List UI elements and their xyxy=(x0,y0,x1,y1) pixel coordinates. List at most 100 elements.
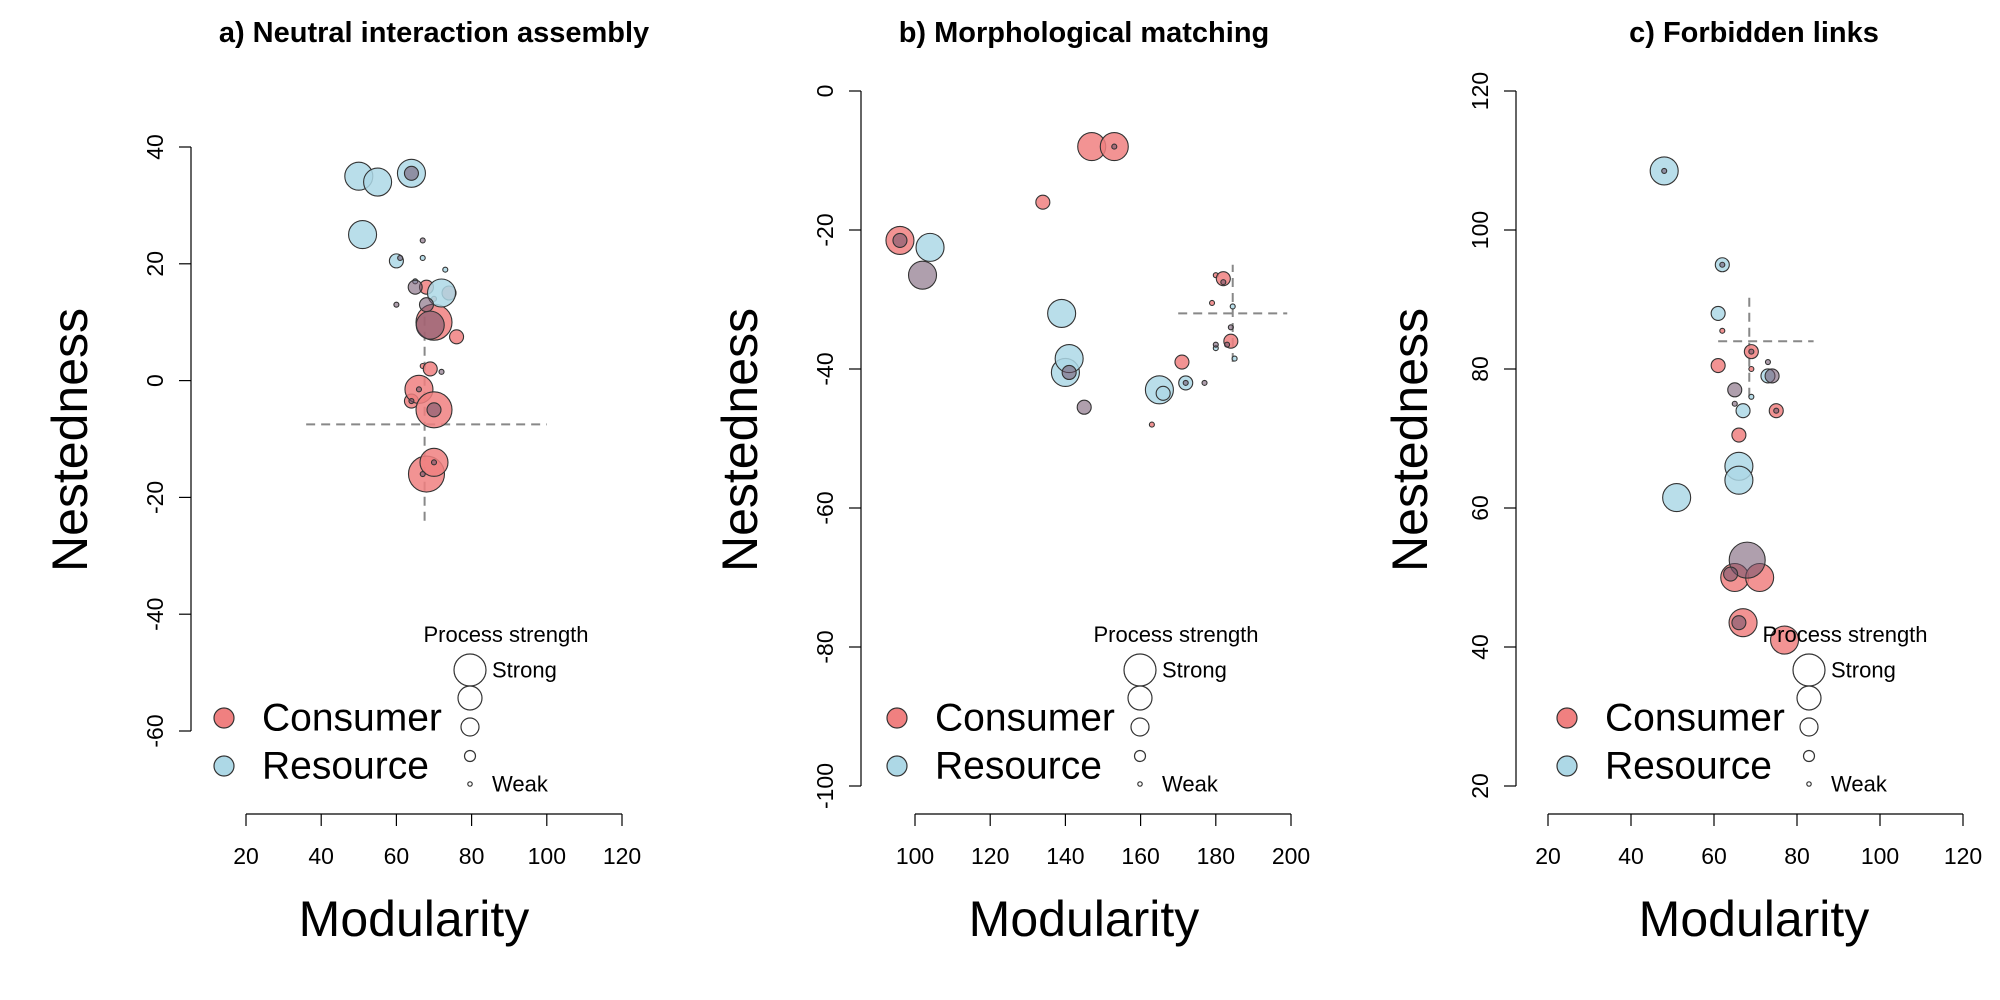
overlap-point xyxy=(438,368,445,375)
x-tick-label: 80 xyxy=(1784,843,1810,869)
x-tick-label: 20 xyxy=(233,843,259,869)
y-tick-label: 20 xyxy=(1467,773,1493,799)
overlap-point xyxy=(1764,368,1780,384)
resource-point xyxy=(426,278,457,308)
overlap-point xyxy=(1727,382,1743,398)
consumer-point xyxy=(422,361,438,377)
legend-swatch-consumer xyxy=(886,707,908,729)
x-axis: 20 40 60 80 100 120 Modularity xyxy=(1535,813,1982,947)
x-tick-label: 100 xyxy=(1861,843,1899,869)
resource-point xyxy=(1710,305,1726,321)
consumer-point xyxy=(1710,357,1726,374)
overlap-point xyxy=(393,301,400,308)
x-tick-label: 60 xyxy=(384,843,410,869)
overlap-point xyxy=(403,165,419,181)
overlap-point xyxy=(1201,379,1208,386)
y-axis-title: Nestedness xyxy=(42,308,98,572)
consumer-point xyxy=(1208,299,1216,307)
data-points xyxy=(1649,156,1800,655)
consumer-point xyxy=(1174,354,1190,370)
y-tick-label: -40 xyxy=(812,352,838,385)
resource-point xyxy=(442,266,449,273)
y-axis: 20 40 60 80 100 120 Nestedness xyxy=(1382,72,1517,799)
resource-point xyxy=(1724,465,1754,495)
panel-forbidden-links: c) Forbidden links 20 40 60 80 100 120 Nestedne… xyxy=(1382,17,1982,947)
overlap-point xyxy=(1764,358,1771,366)
y-tick-label: -20 xyxy=(142,481,168,514)
legend-label-consumer: Consumer xyxy=(1605,697,1785,740)
overlap-point xyxy=(426,402,442,418)
x-axis: 20 40 60 80 100 120 Modularity xyxy=(233,813,641,947)
consumer-point xyxy=(449,329,465,345)
data-points xyxy=(885,132,1239,428)
size-legend: Process strength Strong Weak xyxy=(423,622,588,797)
x-tick-label: 100 xyxy=(896,843,934,869)
overlap-point xyxy=(419,470,426,478)
size-key-circle xyxy=(1792,653,1826,687)
consumer-point xyxy=(1035,194,1051,210)
resource-point xyxy=(1229,303,1236,310)
resource-point xyxy=(915,232,945,262)
x-tick-label: 80 xyxy=(459,843,485,869)
resource-point xyxy=(419,254,426,262)
size-key-circle xyxy=(1127,685,1153,711)
overlap-point xyxy=(415,310,445,340)
panel-title: c) Forbidden links xyxy=(1629,17,1879,49)
y-axis-title: Nestedness xyxy=(712,308,768,572)
y-tick-label: -40 xyxy=(142,598,168,631)
x-tick-label: 200 xyxy=(1272,843,1310,869)
size-key-circle xyxy=(460,717,480,737)
x-tick-label: 40 xyxy=(308,843,334,869)
x-tick-label: 160 xyxy=(1121,843,1159,869)
legend: Consumer Resource xyxy=(213,697,442,788)
y-tick-label: 40 xyxy=(142,134,168,160)
legend-swatch-consumer xyxy=(1556,707,1578,729)
size-key-circle xyxy=(1137,781,1143,787)
legend-label-resource: Resource xyxy=(262,745,429,788)
x-tick-label: 60 xyxy=(1701,843,1727,869)
overlap-point xyxy=(892,232,908,248)
resource-point xyxy=(1231,355,1238,362)
legend-swatch-resource xyxy=(213,755,235,777)
overlap-point xyxy=(1061,364,1077,381)
overlap-point xyxy=(415,386,423,393)
legend: Consumer Resource xyxy=(1556,697,1785,788)
y-tick-label: -60 xyxy=(812,491,838,524)
size-legend-title: Process strength xyxy=(423,622,588,647)
size-legend: Process strength Strong Weak xyxy=(1762,622,1927,797)
y-tick-label: 40 xyxy=(1467,634,1493,660)
y-axis: -100 -80 -60 -40 -20 0 Nestedness xyxy=(712,85,862,809)
overlap-point xyxy=(418,297,435,313)
size-key-circle xyxy=(1133,749,1147,763)
x-tick-label: 100 xyxy=(528,843,566,869)
consumer-point xyxy=(1731,427,1747,443)
x-axis: 100 120 140 160 180 200 Modularity xyxy=(896,813,1310,947)
size-legend-weak: Weak xyxy=(492,772,549,797)
overlap-point xyxy=(1723,566,1739,582)
overlap-point xyxy=(1731,400,1738,407)
legend: Consumer Resource xyxy=(886,697,1115,788)
panel-title: b) Morphological matching xyxy=(899,17,1270,49)
panel-title: a) Neutral interaction assembly xyxy=(219,17,649,49)
consumer-point xyxy=(1719,327,1726,334)
y-tick-label: 0 xyxy=(142,374,168,387)
resource-point xyxy=(363,167,393,197)
size-key-circle xyxy=(1802,749,1816,763)
overlap-point xyxy=(1728,541,1766,579)
overlap-point xyxy=(1748,348,1755,355)
resource-point xyxy=(1735,403,1751,419)
overlap-point xyxy=(430,459,438,466)
x-axis-title: Modularity xyxy=(299,891,530,947)
size-legend-strong: Strong xyxy=(1162,658,1227,683)
size-legend: Process strength Strong Weak xyxy=(1093,622,1258,797)
y-tick-label: 60 xyxy=(1467,495,1493,521)
size-legend-weak: Weak xyxy=(1162,772,1219,797)
y-tick-label: 100 xyxy=(1467,211,1493,249)
panel-morphological-matching: b) Morphological matching -100 -80 -60 -40 -2… xyxy=(712,17,1310,947)
y-tick-label: 120 xyxy=(1467,72,1493,110)
x-tick-label: 120 xyxy=(1944,843,1982,869)
data-points xyxy=(344,158,465,493)
legend-label-resource: Resource xyxy=(1605,745,1772,788)
legend-label-consumer: Consumer xyxy=(262,697,442,740)
